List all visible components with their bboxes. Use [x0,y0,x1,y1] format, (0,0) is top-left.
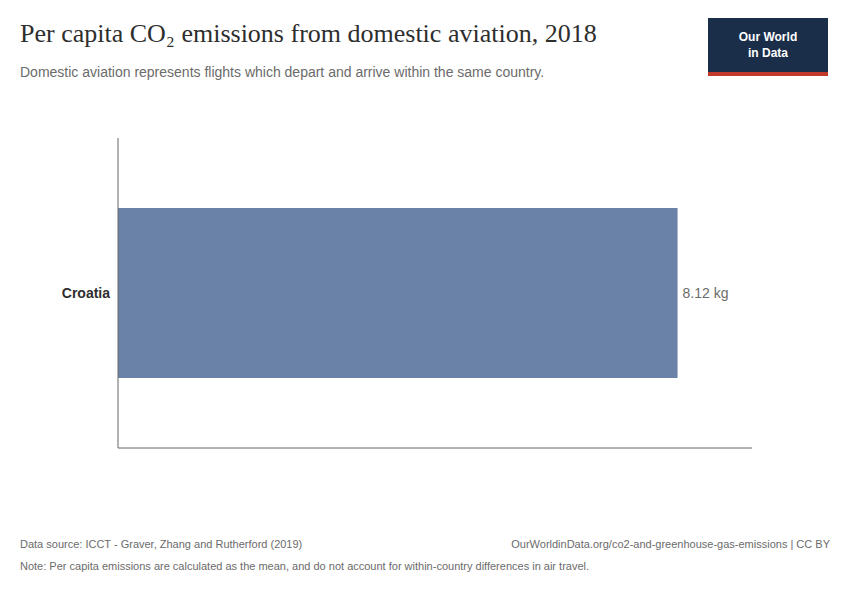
html-text:Note: Per capita emissions are: Note: Per capita emissions are calculate… [20,560,589,572]
html-text:Domestic aviation represents f: Domestic aviation represents flights whi… [20,64,545,80]
html-text:Per capita CO₂ emissions from: Per capita CO₂ emissions from domestic a… [20,19,597,48]
svg-text:8.12 kg: 8.12 kg [683,285,729,301]
html-text:in Data: in Data [748,46,788,60]
html-text:Our World: Our World [738,30,798,44]
html-text:Data source: ICCT - Graver, Zh: Data source: ICCT - Graver, Zhang and Ru… [20,538,303,550]
svg-text:Croatia: Croatia [62,285,110,301]
html-text:OurWorldinData.org/co2-and-gre: OurWorldinData.org/co2-and-greenhouse-ga… [511,538,830,550]
